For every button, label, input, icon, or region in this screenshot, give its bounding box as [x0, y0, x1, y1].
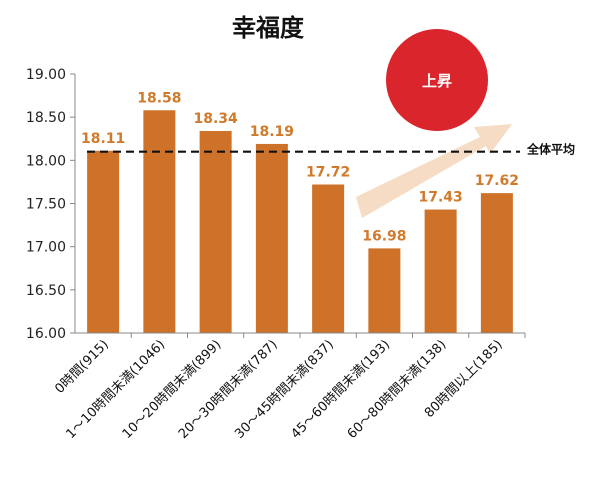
x-tick-label: 1～10時間未満(1046)	[64, 337, 169, 442]
trend-arrow	[356, 124, 512, 218]
bar	[87, 150, 120, 333]
x-tick-label: 20～30時間未満(787)	[176, 337, 281, 442]
data-label: 17.62	[475, 173, 519, 189]
x-tick-label: 30～45時間未満(837)	[232, 337, 337, 442]
data-label: 17.72	[306, 165, 350, 181]
y-axis: 16.00 16.50 17.00 17.50 18.00 18.50 19.00	[26, 67, 75, 342]
bars	[87, 110, 513, 333]
bar	[255, 143, 288, 333]
data-label: 18.19	[250, 124, 294, 140]
rise-badge-label: 上昇	[422, 72, 452, 90]
y-tick-label: 16.00	[26, 326, 66, 342]
y-tick-label: 18.50	[26, 110, 66, 126]
y-tick-label: 16.50	[26, 283, 66, 299]
x-tick-label: 45～60時間未満(193)	[289, 337, 394, 442]
bar	[368, 248, 401, 333]
x-tick-label: 10～20時間未満(899)	[120, 337, 225, 442]
data-label: 16.98	[362, 228, 406, 244]
y-tick-label: 19.00	[26, 67, 66, 83]
data-labels: 18.11 18.58 18.34 18.19 17.72 16.98 17.43 17.62	[81, 90, 519, 244]
bar	[480, 193, 513, 333]
data-label: 18.11	[81, 131, 125, 147]
data-label: 18.34	[193, 111, 238, 127]
bar	[143, 110, 176, 333]
rise-badge	[386, 29, 488, 131]
bar	[424, 209, 457, 333]
data-label: 17.43	[418, 190, 462, 206]
bar	[199, 130, 232, 333]
average-line-label: 全体平均	[526, 142, 575, 157]
y-tick-label: 18.00	[26, 153, 66, 169]
trend-arrow-shape	[356, 124, 512, 218]
data-label: 18.58	[137, 90, 181, 106]
y-tick-label: 17.00	[26, 240, 66, 256]
x-axis: 0時間(915)1～10時間未満(1046)10～20時間未満(899)20～3…	[52, 333, 526, 442]
bar	[312, 184, 345, 333]
x-tick-label: 0時間(915)	[52, 337, 112, 397]
x-tick-label: 60～80時間未満(138)	[345, 337, 450, 442]
chart-title: 幸福度	[232, 14, 305, 42]
y-tick-label: 17.50	[26, 197, 66, 213]
